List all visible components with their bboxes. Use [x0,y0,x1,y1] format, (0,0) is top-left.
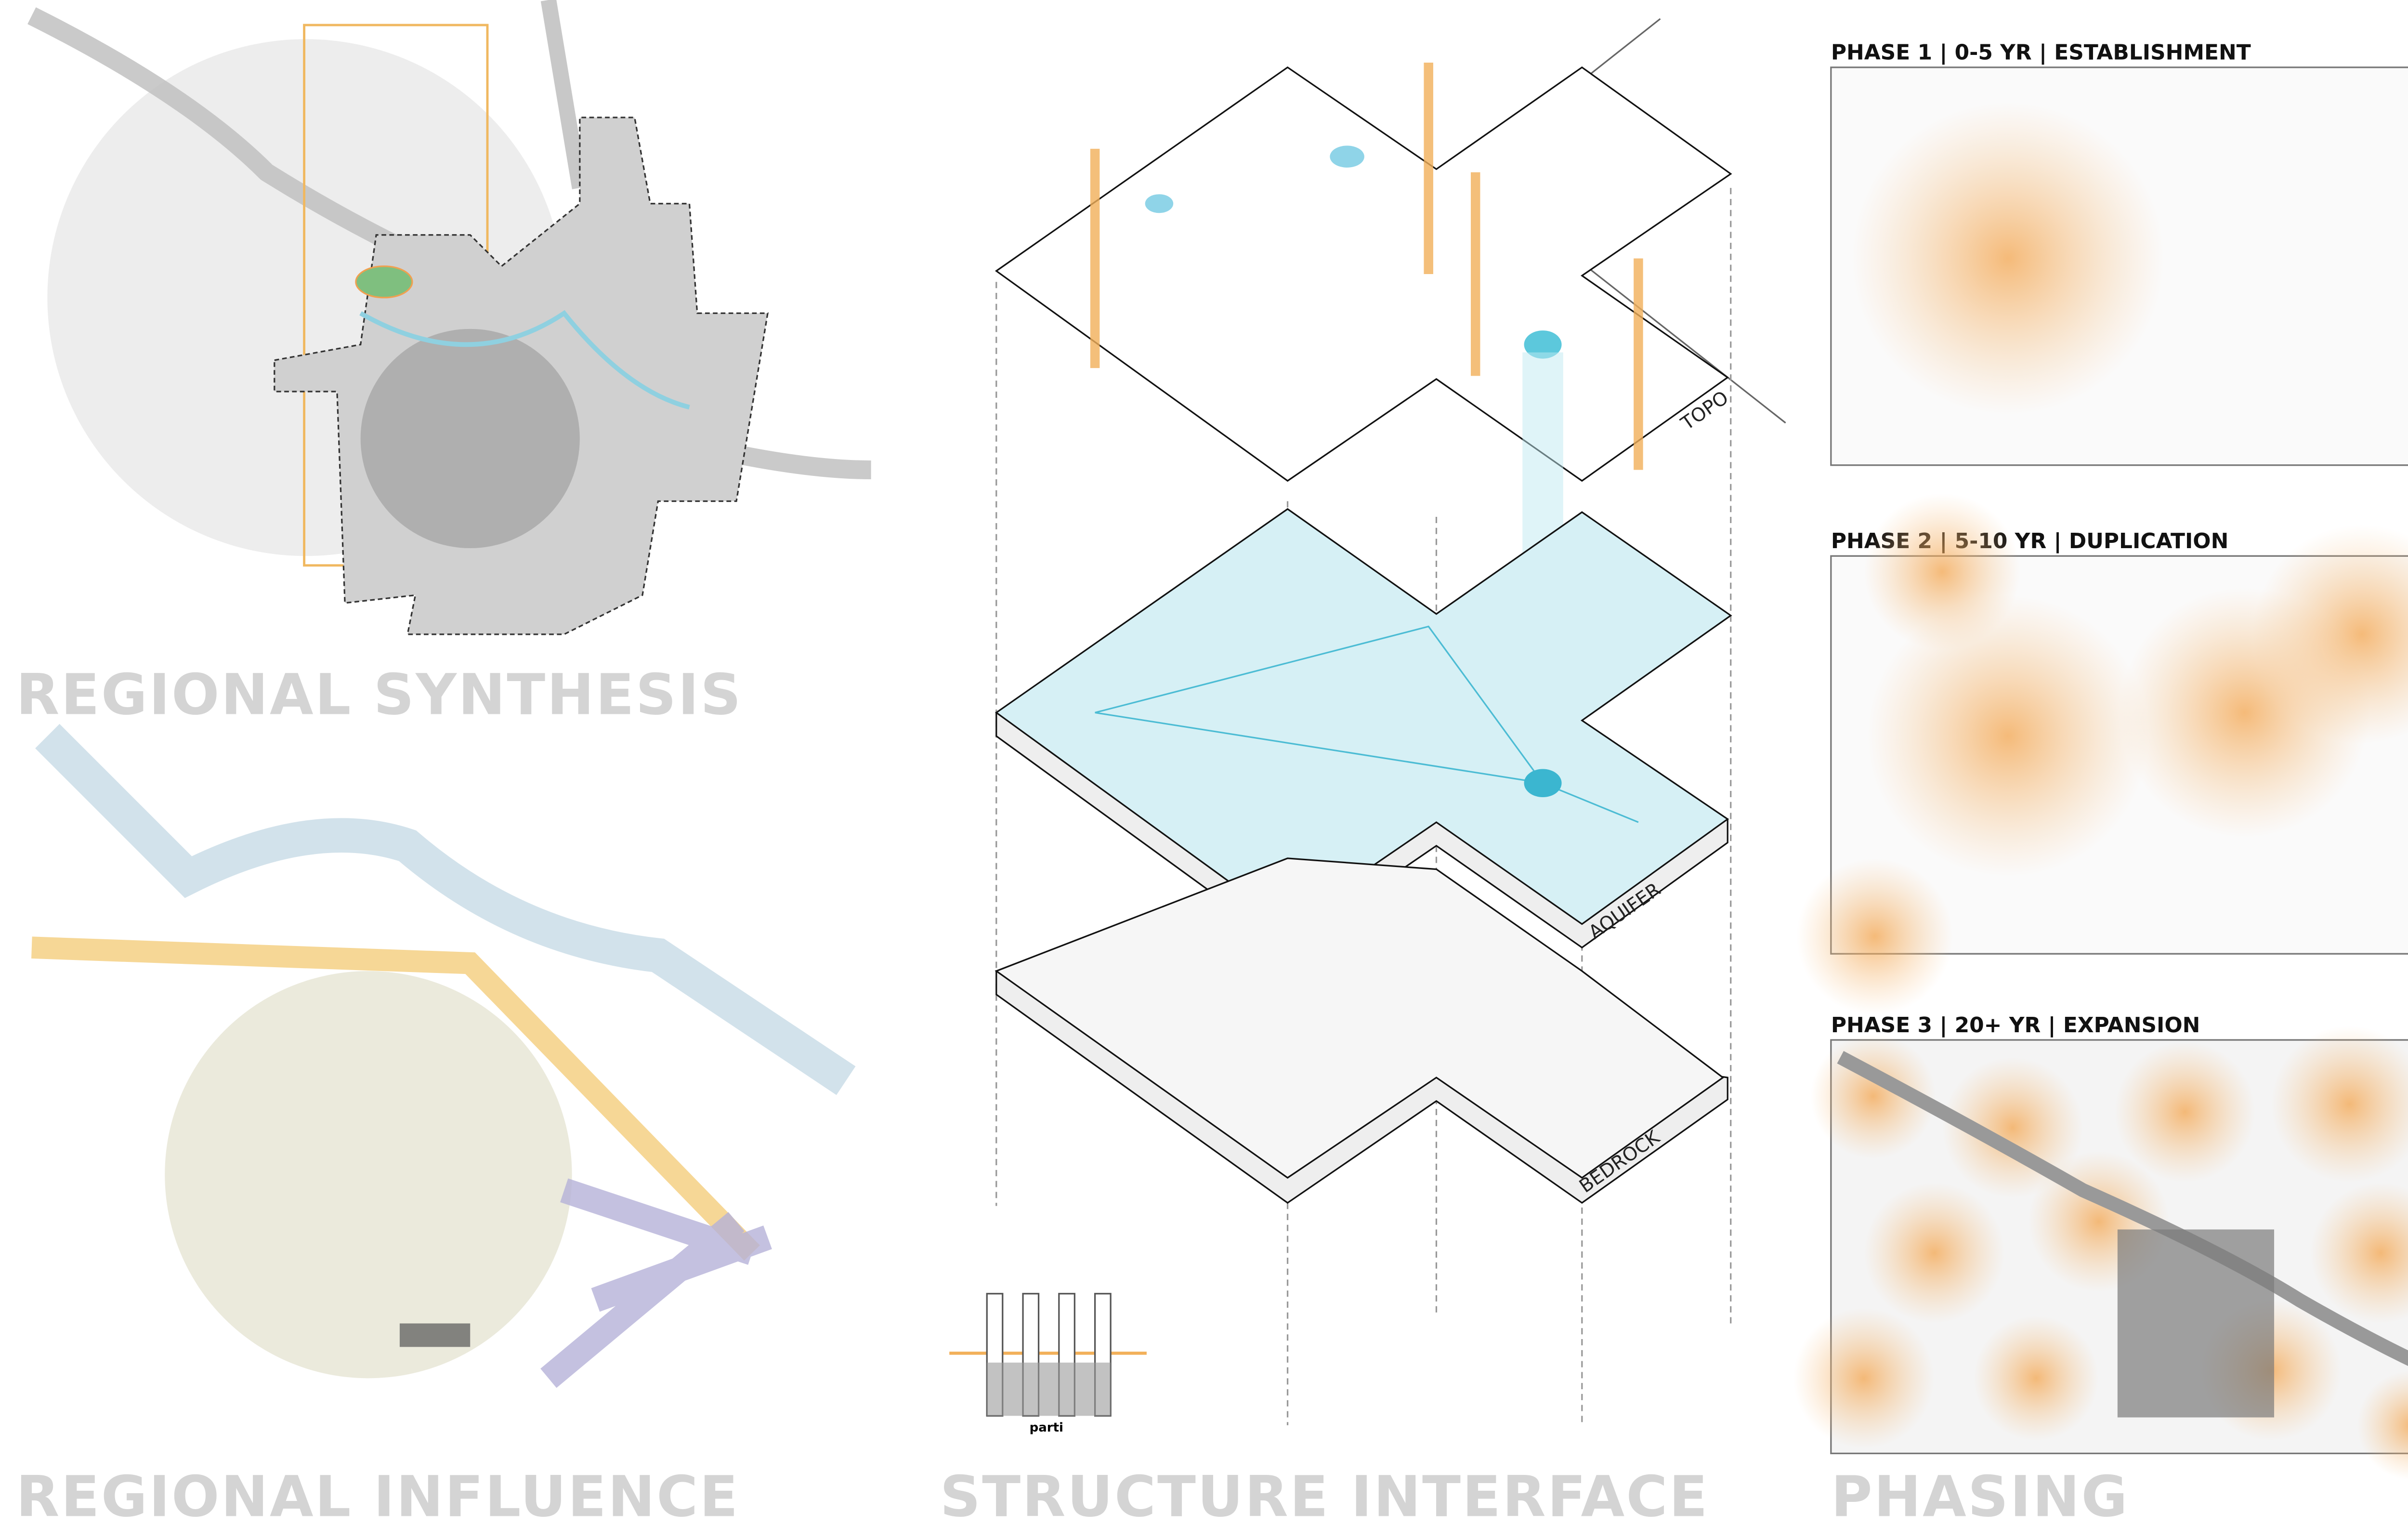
parti-diagram: parti [949,1293,1147,1435]
section-title: PHASING [1831,1463,2129,1529]
layer-aquifer [995,508,1732,925]
layer-topo [995,66,1732,482]
section-title: REGIONAL SYNTHESIS [16,662,743,728]
section-title: STRUCTURE INTERFACE [940,1463,1709,1529]
phase-title: PHASE 3 | 20+ YR | EXPANSION [1831,1013,2200,1038]
layer-bedrock [995,857,1725,1179]
phasing: PHASE 1 | 0-5 YR | ESTABLISHMENT PHASE 2… [1793,40,2408,1529]
axonometric: TOPO AQUIFER BEDROCK parti STRUCTURE INT… [940,18,1786,1529]
section-title: REGIONAL INFLUENCE [16,1463,739,1529]
synthesis-map: REGIONAL SYNTHESIS [16,0,871,728]
influence-map: REGIONAL INFLUENCE [16,723,856,1529]
parti-label: parti [1030,1420,1063,1435]
phase-title: PHASE 1 | 0-5 YR | ESTABLISHMENT [1831,40,2251,65]
